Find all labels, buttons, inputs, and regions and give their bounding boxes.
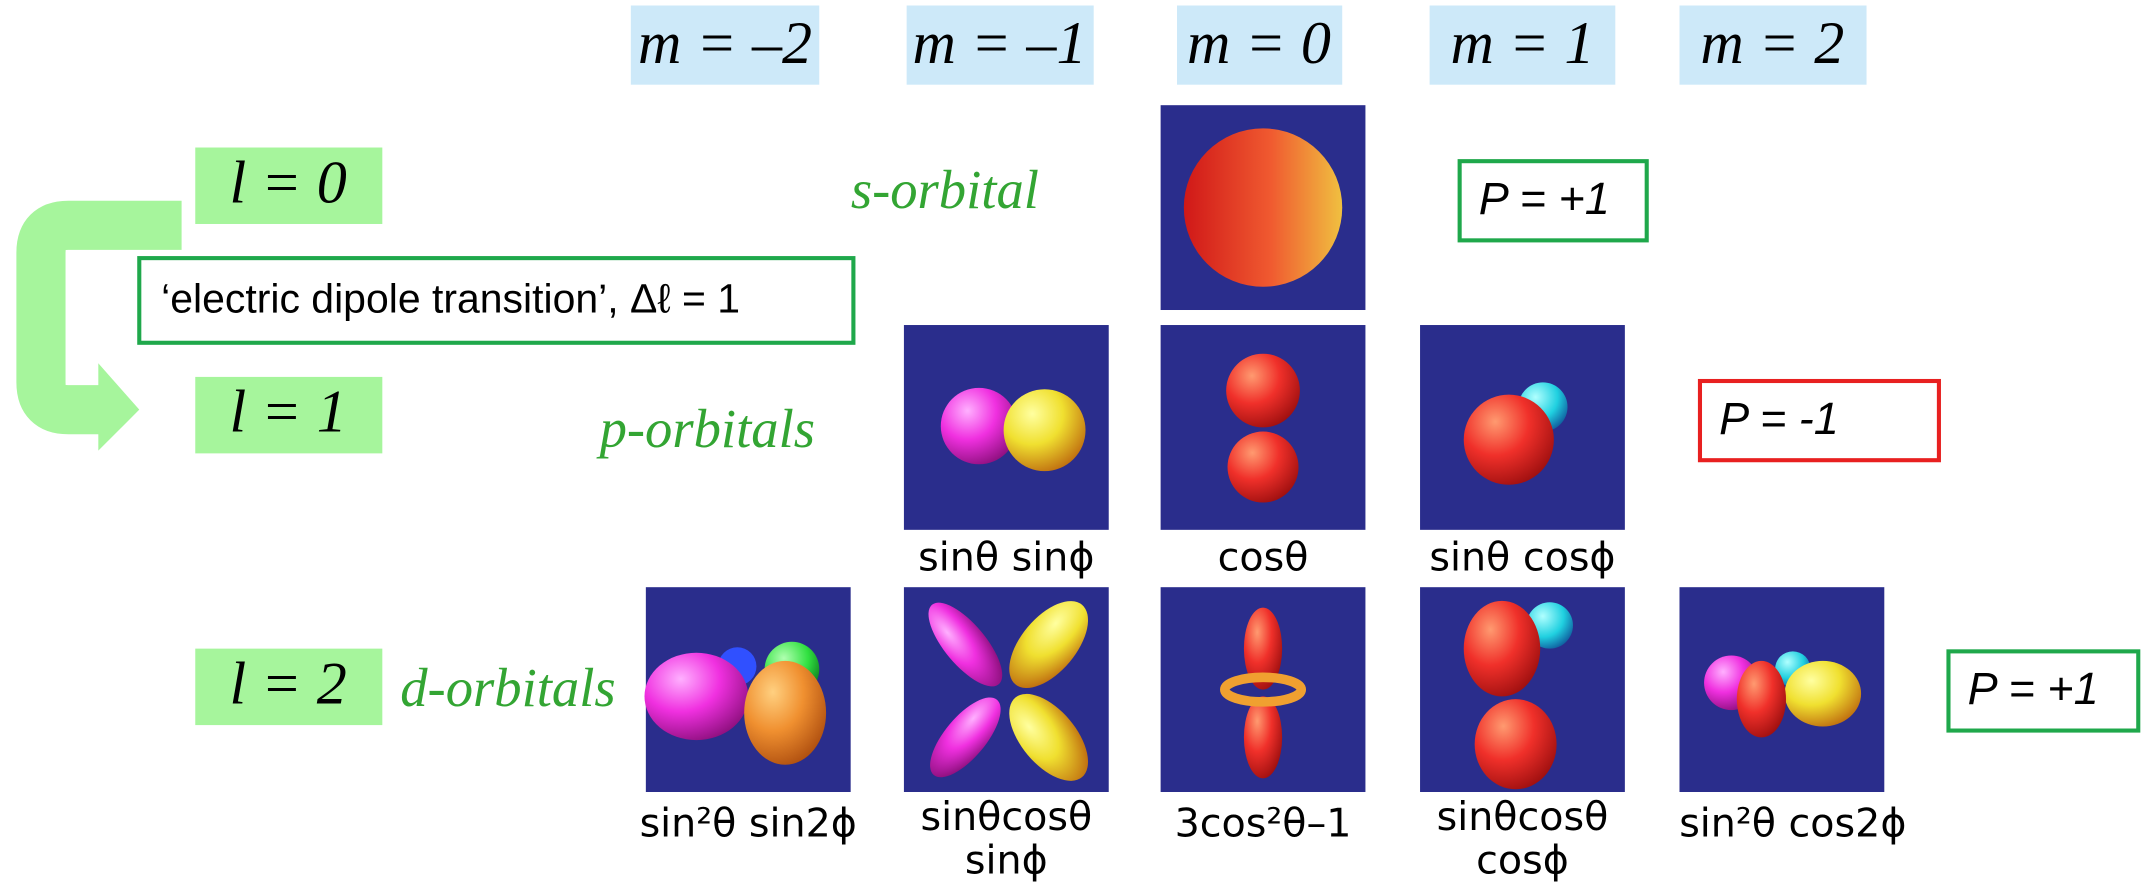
shape bbox=[16, 200, 182, 435]
shape bbox=[630, 5, 820, 85]
shape bbox=[1679, 5, 1867, 85]
shape bbox=[1009, 693, 1089, 781]
orbital-name: s-orbital bbox=[851, 159, 1039, 220]
shape bbox=[1736, 660, 1786, 738]
function-label: cosθ bbox=[1218, 534, 1309, 580]
l-label: l = 1 bbox=[229, 378, 346, 445]
shape bbox=[98, 363, 140, 451]
function-label: cosϕ bbox=[1476, 838, 1569, 884]
parity: P = -1 bbox=[1719, 393, 1839, 444]
parity: P = +1 bbox=[1479, 173, 1610, 224]
orbital-name: p-orbitals bbox=[596, 398, 815, 459]
orbital-image bbox=[903, 325, 1109, 530]
orbital-image bbox=[1160, 105, 1366, 311]
shape bbox=[1243, 607, 1283, 690]
transition-note: ‘electric dipole transition’, Δℓ = 1 bbox=[161, 276, 740, 322]
m-header: m = 1 bbox=[1450, 9, 1594, 76]
shape bbox=[1220, 672, 1307, 707]
orbital-image bbox=[903, 587, 1109, 793]
shape bbox=[930, 697, 1001, 778]
shape bbox=[644, 652, 749, 741]
shape bbox=[1429, 5, 1616, 85]
orbital-name: d-orbitals bbox=[400, 657, 615, 718]
function-label: sinϕ bbox=[965, 838, 1048, 884]
shape bbox=[1463, 600, 1541, 697]
m-header: m = 0 bbox=[1187, 9, 1331, 76]
l-labels: l = 0 l = 1 l = 2 bbox=[195, 147, 383, 726]
orbital-image bbox=[1420, 587, 1625, 793]
shape bbox=[928, 602, 1003, 687]
shape bbox=[1463, 394, 1554, 485]
function-label: sinθcosθ bbox=[1437, 794, 1609, 840]
orbital-image bbox=[1160, 587, 1366, 793]
function-label: sinθcosθ bbox=[920, 794, 1092, 840]
orbital-image bbox=[1160, 325, 1366, 530]
shape bbox=[1784, 660, 1862, 727]
shape bbox=[1009, 601, 1089, 688]
shape bbox=[1177, 5, 1343, 85]
l-label: l = 0 bbox=[229, 148, 346, 215]
orbital-image bbox=[644, 587, 851, 793]
shape bbox=[195, 376, 383, 454]
m-headers: m = –2 m = –1 m = 0 m = 1 m = 2 bbox=[630, 5, 1867, 85]
parity-box bbox=[1697, 378, 1941, 463]
parity-box bbox=[1946, 649, 2141, 733]
shape bbox=[744, 660, 827, 765]
function-label: sinθ sinϕ bbox=[918, 534, 1094, 580]
shape bbox=[195, 648, 383, 726]
parity: P = +1 bbox=[1968, 663, 2099, 714]
function-label: sin²θ sin2ϕ bbox=[640, 801, 857, 847]
shape bbox=[1003, 389, 1086, 472]
shape bbox=[1243, 696, 1283, 779]
l-label: l = 2 bbox=[229, 649, 346, 716]
shape bbox=[1474, 699, 1557, 790]
function-label: sin²θ cos2ϕ bbox=[1679, 801, 1906, 847]
m-header: m = 2 bbox=[1700, 9, 1844, 76]
shape bbox=[1183, 128, 1343, 287]
orbital-image bbox=[1679, 587, 1885, 793]
shape bbox=[1226, 353, 1300, 428]
parity-box bbox=[1457, 159, 1649, 243]
orbital-image bbox=[1420, 325, 1625, 530]
shape bbox=[195, 147, 383, 224]
shape bbox=[1227, 431, 1299, 503]
function-label: 3cos²θ–1 bbox=[1175, 801, 1352, 847]
shape bbox=[940, 387, 1018, 465]
transition-box bbox=[137, 256, 856, 345]
function-label: sinθ cosϕ bbox=[1429, 534, 1615, 580]
transition-arrow bbox=[16, 200, 182, 451]
m-header: m = –2 bbox=[638, 9, 812, 76]
m-header: m = –1 bbox=[912, 9, 1086, 76]
shape bbox=[906, 5, 1094, 85]
